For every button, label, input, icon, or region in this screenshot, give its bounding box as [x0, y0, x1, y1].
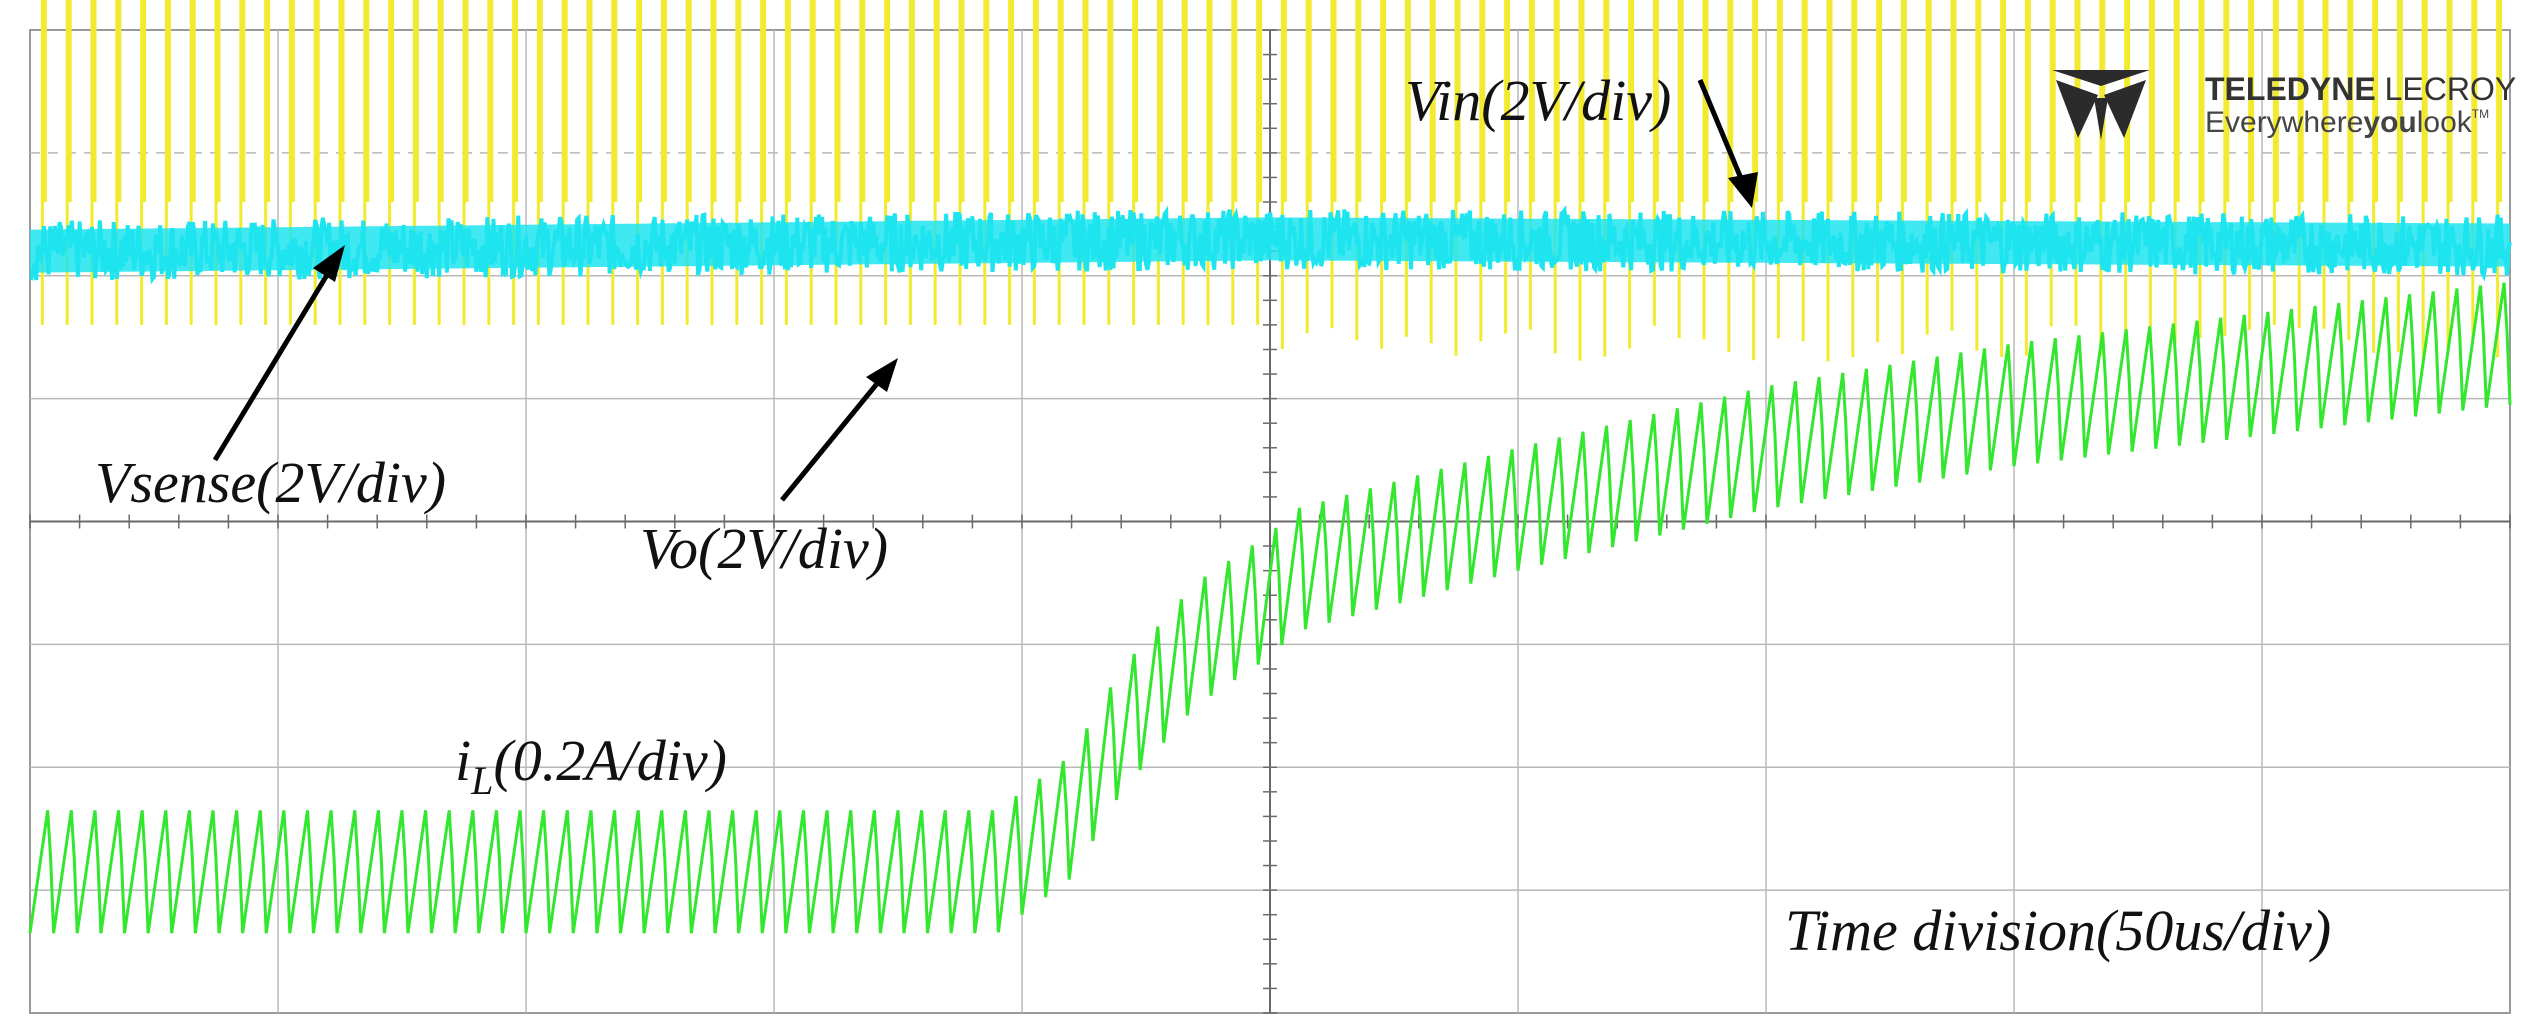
- vo-label: Vo(2V/div): [640, 516, 888, 581]
- il-label: iL(0.2A/div): [455, 728, 727, 803]
- vsense-annotation: Vsense(2V/div): [95, 245, 446, 515]
- time-division-label: Time division(50us/div): [1785, 898, 2331, 963]
- vsense-arrow: [212, 268, 333, 462]
- vo-annotation: Vo(2V/div): [640, 358, 898, 581]
- traces: [28, 0, 2512, 934]
- vsense-label: Vsense(2V/div): [95, 450, 446, 515]
- vin-arrow: [1697, 79, 1748, 189]
- logo-tagline: EverywhereyoulookTM: [2205, 106, 2489, 139]
- vsense-arrowhead: [313, 245, 345, 282]
- il-label-rest: (0.2A/div): [493, 728, 727, 793]
- vin-arrowhead: [1728, 172, 1758, 208]
- il-label-main: i: [455, 728, 471, 793]
- il-trace: [28, 282, 2512, 934]
- logo-brand: TELEDYNE LECROY: [2205, 71, 2516, 107]
- vo-band: [30, 217, 2510, 273]
- teledyne-mark-icon: [2052, 70, 2150, 140]
- vin-label: Vin(2V/div): [1405, 68, 1671, 133]
- il-label-sub: L: [470, 758, 493, 803]
- teledyne-lecroy-logo: TELEDYNE LECROY EverywhereyoulookTM: [2052, 70, 2516, 140]
- vo-arrowhead: [866, 358, 898, 392]
- vo-arrow: [780, 378, 882, 502]
- vin-annotation: Vin(2V/div): [1405, 68, 1758, 208]
